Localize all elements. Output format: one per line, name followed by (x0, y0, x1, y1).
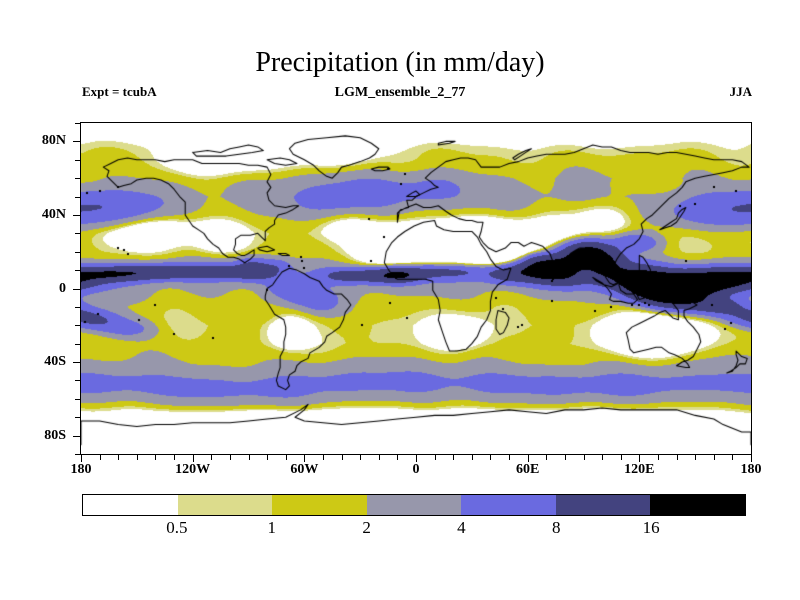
x-axis-tick (304, 455, 306, 462)
x-axis-tick (453, 455, 455, 460)
y-axis-tick (73, 141, 80, 143)
y-axis-tick (75, 123, 80, 124)
x-axis-tick (490, 455, 492, 460)
x-axis-tick (360, 455, 362, 460)
x-axis-tick (118, 455, 120, 460)
x-axis-label: 120W (175, 462, 211, 477)
x-axis-label: 120E (624, 462, 655, 477)
colorbar-band (650, 495, 746, 515)
colorbar-band (83, 495, 178, 515)
y-axis-label: 40S (44, 354, 66, 370)
x-axis-tick (416, 455, 417, 462)
x-axis-label: 60E (515, 462, 540, 477)
x-axis-tick (397, 455, 399, 460)
x-axis-tick (192, 455, 194, 462)
x-axis-tick (341, 455, 343, 460)
y-axis-tick (73, 288, 80, 290)
x-axis-tick (174, 455, 176, 460)
x-axis-tick (136, 455, 138, 460)
colorbar-tick-label: 4 (457, 518, 466, 537)
colorbar-band (272, 495, 367, 515)
y-axis-tick (75, 417, 80, 419)
x-axis-tick (471, 455, 473, 460)
x-axis-label: 180 (740, 462, 762, 477)
y-axis-tick (75, 159, 80, 161)
colorbar-tick-label: 8 (552, 518, 561, 537)
x-axis-label: 180 (70, 462, 92, 477)
x-axis-tick (751, 455, 752, 462)
colorbar-band (555, 495, 651, 515)
x-axis-tick (229, 455, 231, 460)
x-axis-tick (99, 455, 101, 460)
x-axis-tick (81, 455, 82, 462)
x-axis-tick (322, 455, 324, 460)
x-axis-tick (434, 455, 436, 460)
y-axis-label: 40N (41, 206, 66, 222)
y-axis-tick (73, 435, 80, 437)
colorbar-band (366, 495, 462, 515)
y-axis-tick (75, 325, 80, 327)
y-axis-label: 80N (41, 133, 66, 149)
colorbar-tick-label: 1 (267, 518, 276, 537)
colorbar (82, 494, 746, 516)
x-axis-tick (695, 455, 697, 460)
y-axis-tick (73, 362, 80, 364)
y-axis-label: 0 (59, 280, 66, 296)
y-axis-tick (73, 214, 80, 216)
y-axis-label: 80S (44, 427, 66, 443)
x-axis-tick (732, 455, 734, 460)
y-axis-tick (75, 270, 80, 272)
x-axis-tick (713, 455, 715, 460)
y-axis-tick (75, 233, 80, 235)
x-axis-tick (546, 455, 548, 460)
page-title: Precipitation (in mm/day) (255, 47, 545, 78)
map-plot-frame (80, 122, 752, 455)
colorbar-tick-label: 2 (362, 518, 371, 537)
colorbar-tick-label: 16 (642, 518, 660, 537)
x-axis-label: 60W (290, 462, 319, 477)
x-axis-tick (657, 455, 659, 460)
x-axis-tick (676, 455, 678, 460)
colorbar-band (177, 495, 273, 515)
y-axis-tick (75, 178, 80, 180)
y-axis-tick (75, 343, 80, 345)
y-axis-tick (75, 454, 80, 455)
x-axis-tick (267, 455, 269, 460)
x-axis-tick (248, 455, 250, 460)
experiment-label: Expt = tcubA (82, 84, 157, 99)
x-axis-tick (527, 455, 529, 462)
y-axis-tick (75, 306, 80, 308)
season-label: JJA (729, 84, 752, 99)
colorbar-band (461, 495, 556, 515)
y-axis-tick (75, 398, 80, 400)
x-axis-tick (155, 455, 157, 460)
y-axis-tick (75, 196, 80, 198)
x-axis-tick (620, 455, 622, 460)
x-axis-tick (564, 455, 566, 460)
y-axis-tick (75, 380, 80, 382)
colorbar-tick-label: 0.5 (166, 518, 188, 537)
precipitation-heatmap (81, 123, 751, 454)
x-axis-tick (378, 455, 380, 460)
x-axis-tick (583, 455, 585, 460)
x-axis-tick (509, 455, 511, 460)
chart-subtitle: LGM_ensemble_2_77 (334, 85, 466, 100)
x-axis-tick (211, 455, 213, 460)
x-axis-tick (285, 455, 287, 460)
y-axis-tick (75, 251, 80, 253)
x-axis-tick (602, 455, 604, 460)
x-axis-tick (639, 455, 641, 462)
x-axis-label: 0 (412, 462, 420, 477)
